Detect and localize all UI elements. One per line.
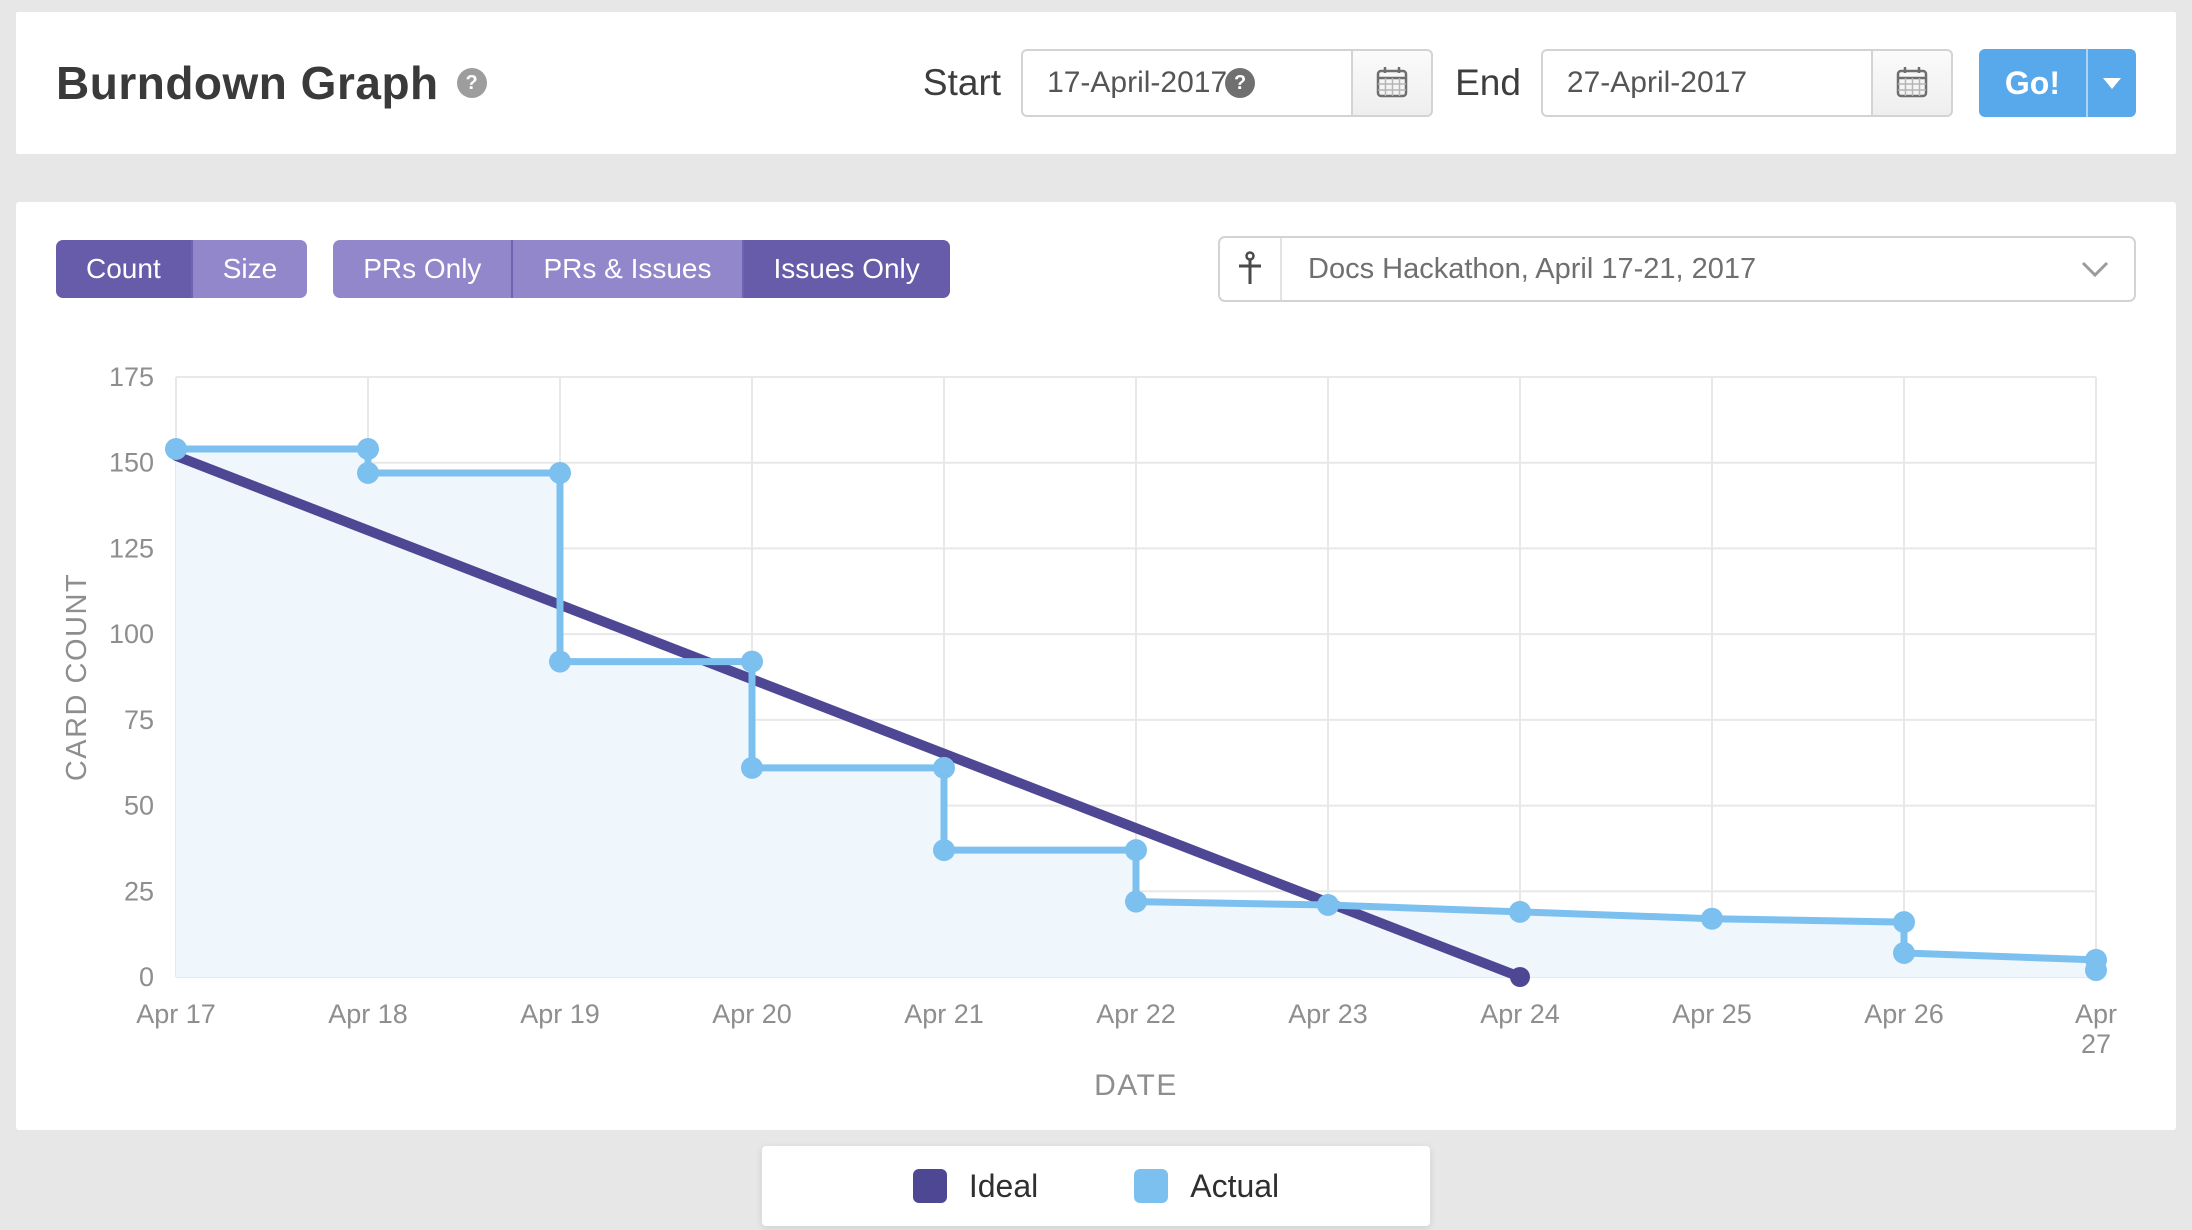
end-calendar-button[interactable] xyxy=(1870,49,1953,117)
chart-panel: Count Size PRs Only PRs & Issues Issues … xyxy=(16,202,2176,1130)
start-calendar-button[interactable] xyxy=(1351,49,1434,117)
burndown-chart-svg: 0 25 50 75 100 125 150 175 Apr 17 Apr 18 Apr 19 Apr… xyxy=(61,362,2117,1102)
svg-text:Apr 20: Apr 20 xyxy=(712,999,792,1029)
svg-text:Apr 22: Apr 22 xyxy=(1096,999,1176,1029)
start-date-group: ? xyxy=(1021,49,1434,117)
svg-text:Apr 25: Apr 25 xyxy=(1672,999,1752,1029)
filter-toggle: PRs Only PRs & Issues Issues Only xyxy=(333,240,950,298)
milestone-icon xyxy=(1220,238,1282,300)
chevron-down-icon xyxy=(2080,260,2134,278)
svg-text:Apr 19: Apr 19 xyxy=(520,999,600,1029)
svg-text:Apr 17: Apr 17 xyxy=(136,999,216,1029)
input-help-icon[interactable]: ? xyxy=(1225,68,1256,98)
go-button[interactable]: Go! xyxy=(1978,49,2086,117)
header: Burndown Graph ? Start ? xyxy=(16,12,2176,154)
svg-text:125: 125 xyxy=(109,533,154,563)
legend-label-actual: Actual xyxy=(1190,1167,1280,1204)
caret-down-icon xyxy=(2103,77,2121,89)
toggle-prs-issues[interactable]: PRs & Issues xyxy=(513,240,744,298)
svg-text:DATE: DATE xyxy=(1094,1069,1178,1102)
svg-text:CARD COUNT: CARD COUNT xyxy=(61,573,93,781)
svg-text:Apr 24: Apr 24 xyxy=(1480,999,1560,1029)
calendar-icon xyxy=(1895,65,1929,102)
go-dropdown-button[interactable] xyxy=(2086,49,2136,117)
svg-text:100: 100 xyxy=(109,619,154,649)
legend-label-ideal: Ideal xyxy=(968,1167,1039,1204)
burndown-chart: 0 25 50 75 100 125 150 175 Apr 17 Apr 18 Apr 19 Apr… xyxy=(56,352,2136,1127)
svg-text:75: 75 xyxy=(124,705,154,735)
svg-text:150: 150 xyxy=(109,448,154,478)
milestone-value: Docs Hackathon, April 17-21, 2017 xyxy=(1308,252,1757,285)
count-size-toggle: Count Size xyxy=(56,240,308,298)
milestone-select[interactable]: Docs Hackathon, April 17-21, 2017 xyxy=(1218,236,2136,302)
toggle-size[interactable]: Size xyxy=(192,240,308,298)
svg-text:25: 25 xyxy=(124,876,154,906)
toggle-prs-only[interactable]: PRs Only xyxy=(333,240,514,298)
start-label: Start xyxy=(922,62,1002,103)
ideal-swatch xyxy=(912,1169,947,1203)
chart-toolbar: Count Size PRs Only PRs & Issues Issues … xyxy=(56,236,2136,302)
go-button-group: Go! xyxy=(1978,49,2136,117)
page-title: Burndown Graph xyxy=(56,57,439,109)
svg-text:175: 175 xyxy=(109,362,154,392)
actual-swatch xyxy=(1134,1169,1169,1203)
svg-text:0: 0 xyxy=(139,962,154,992)
end-date-group xyxy=(1540,49,1953,117)
svg-text:Apr 23: Apr 23 xyxy=(1288,999,1368,1029)
svg-text:Apr 26: Apr 26 xyxy=(1864,999,1944,1029)
date-range-controls: Start ? xyxy=(923,49,2136,117)
end-input-wrap xyxy=(1540,49,1871,117)
legend-item-actual: Actual xyxy=(1134,1168,1279,1205)
svg-text:Apr 18: Apr 18 xyxy=(328,999,408,1029)
help-icon[interactable]: ? xyxy=(456,68,487,98)
svg-text:Apr 21: Apr 21 xyxy=(904,999,984,1029)
title-wrap: Burndown Graph ? xyxy=(56,56,487,110)
end-label: End xyxy=(1455,62,1521,103)
toggle-groups: Count Size PRs Only PRs & Issues Issues … xyxy=(56,240,950,298)
start-input-wrap: ? xyxy=(1021,49,1352,117)
toggle-issues-only[interactable]: Issues Only xyxy=(743,240,950,298)
svg-text:50: 50 xyxy=(124,791,154,821)
chart-legend: Ideal Actual xyxy=(762,1146,1430,1226)
start-date-input[interactable] xyxy=(1021,49,1352,117)
end-date-input[interactable] xyxy=(1540,49,1871,117)
calendar-icon xyxy=(1375,65,1409,102)
toggle-count[interactable]: Count xyxy=(56,240,193,298)
legend-item-ideal: Ideal xyxy=(912,1167,1039,1205)
